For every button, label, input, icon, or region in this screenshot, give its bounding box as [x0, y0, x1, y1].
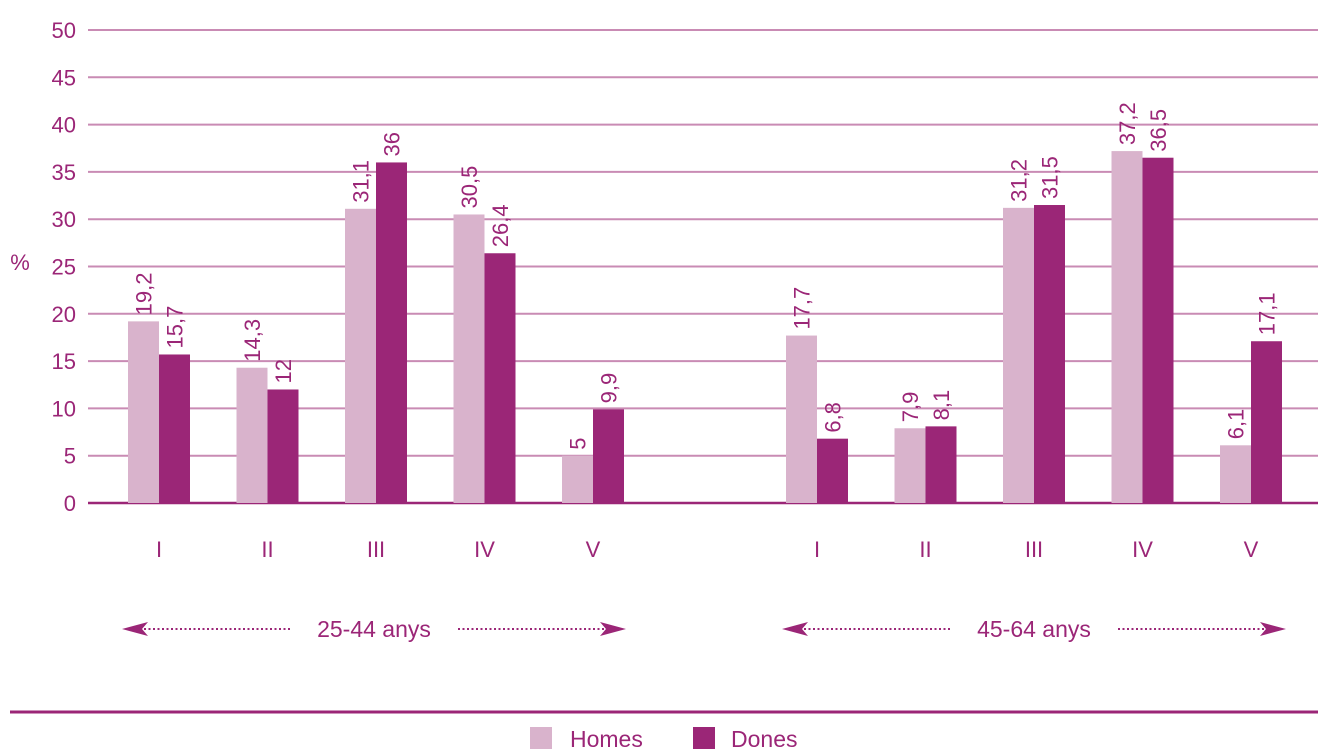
x-tick-label: I	[156, 537, 162, 562]
y-axis-label: %	[10, 250, 30, 275]
data-label: 8,1	[929, 390, 954, 421]
group-label: 25-44 anys	[317, 616, 431, 642]
data-label: 37,2	[1115, 102, 1140, 145]
x-tick-label: V	[586, 537, 601, 562]
y-tick-label: 0	[64, 491, 76, 516]
data-label: 26,4	[488, 204, 513, 247]
bar-homes	[1111, 151, 1143, 503]
bar-homes	[236, 367, 268, 503]
bars	[128, 151, 1282, 503]
y-tick-label: 40	[52, 113, 76, 138]
group-labels: 25-44 anys 45-64 anys	[122, 616, 1286, 642]
x-tick-label: II	[261, 537, 273, 562]
group-label: 45-64 anys	[977, 616, 1091, 642]
arrow-right-icon	[600, 622, 626, 636]
data-label: 31,5	[1038, 156, 1063, 199]
y-tick-label: 10	[52, 396, 76, 421]
arrow-right-icon	[1260, 622, 1286, 636]
x-tick-label: IV	[1132, 537, 1153, 562]
legend-label-dones: Dones	[731, 726, 797, 751]
arrow-left-icon	[122, 622, 148, 636]
bar-dones	[159, 354, 190, 503]
data-label: 19,2	[132, 273, 157, 316]
data-label: 17,7	[790, 287, 815, 330]
bar-dones	[1251, 341, 1282, 503]
bar-dones	[817, 438, 848, 503]
y-tick-label: 35	[52, 160, 76, 185]
legend-swatch-dones	[693, 727, 715, 749]
x-axis-ticks: I II III IV V I II III IV V	[156, 537, 1259, 562]
bar-homes	[453, 214, 485, 503]
x-tick-label: V	[1244, 537, 1259, 562]
x-tick-label: III	[367, 537, 385, 562]
bar-dones	[1142, 157, 1174, 503]
y-tick-label: 5	[64, 444, 76, 469]
data-label: 30,5	[457, 166, 482, 209]
data-label: 36	[380, 132, 405, 156]
data-label: 31,1	[349, 160, 374, 203]
bar-homes	[1003, 207, 1034, 503]
x-tick-label: I	[814, 537, 820, 562]
data-label: 15,7	[163, 306, 188, 349]
data-label: 12	[271, 359, 296, 383]
legend-label-homes: Homes	[570, 726, 643, 751]
data-labels: 19,215,7 14,312 31,136 30,526,4 5 9,9 17,7 6,8 7…	[132, 102, 1280, 449]
bar-dones	[484, 253, 516, 503]
y-tick-label: 25	[52, 255, 76, 280]
bar-dones	[376, 162, 407, 503]
arrow-left-icon	[782, 622, 808, 636]
bar-homes	[345, 208, 376, 503]
bar-dones	[1034, 205, 1065, 503]
bar-homes	[128, 321, 159, 503]
x-tick-label: IV	[474, 537, 495, 562]
y-tick-label: 45	[52, 65, 76, 90]
bar-homes	[786, 335, 817, 503]
y-axis-ticks: 0 5 10 15 20 25 30 35 40 45 50	[52, 18, 76, 516]
data-label: 6,8	[821, 402, 846, 433]
bar-dones	[267, 389, 299, 503]
x-tick-label: II	[919, 537, 931, 562]
y-tick-label: 15	[52, 349, 76, 374]
x-tick-label: III	[1025, 537, 1043, 562]
data-label: 17,1	[1255, 292, 1280, 335]
y-tick-label: 20	[52, 302, 76, 327]
y-tick-label: 30	[52, 207, 76, 232]
data-label: 14,3	[240, 319, 265, 362]
data-label: 31,2	[1007, 159, 1032, 202]
data-label: 9,9	[597, 373, 622, 404]
bar-homes	[562, 455, 593, 503]
data-label: 7,9	[898, 392, 923, 423]
bar-homes	[894, 428, 926, 503]
bar-dones	[925, 426, 957, 503]
bar-dones	[593, 409, 624, 503]
data-label: 36,5	[1146, 109, 1171, 152]
legend-swatch-homes	[530, 727, 552, 749]
legend: Homes Dones	[530, 726, 797, 751]
data-label: 6,1	[1224, 409, 1249, 440]
y-tick-label: 50	[52, 18, 76, 43]
bar-homes	[1220, 445, 1251, 503]
data-label: 5	[566, 437, 591, 449]
